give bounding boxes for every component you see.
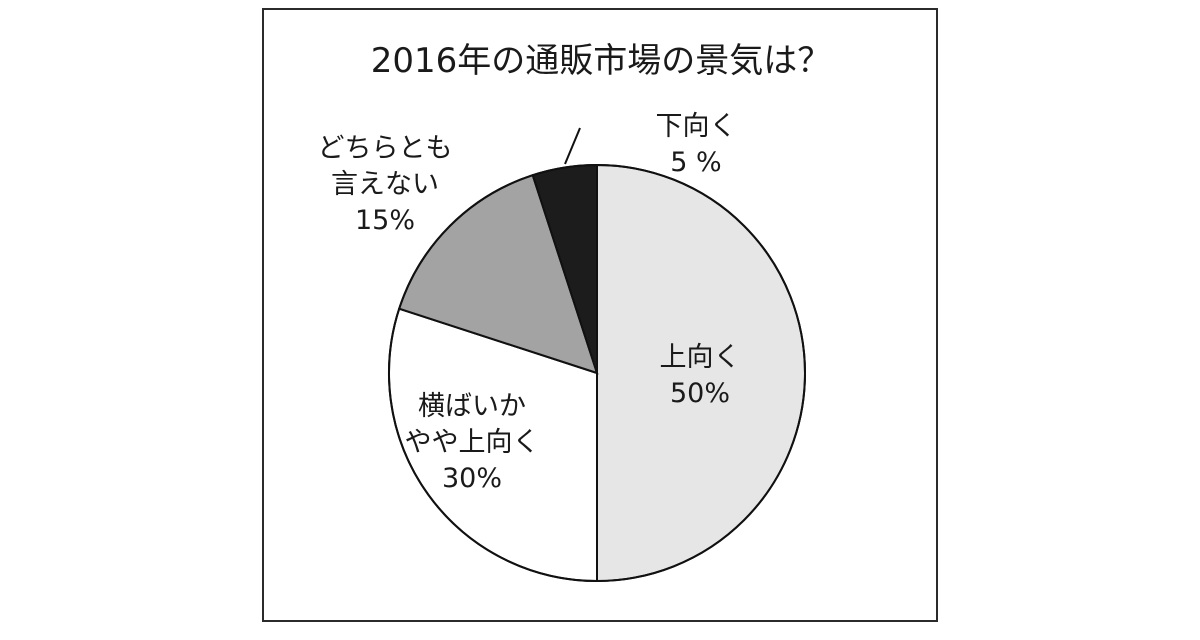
slice-label-line: 50% (670, 378, 730, 409)
pie-slice-0 (596, 163, 806, 583)
pie-chart: 2016年の通販市場の景気は？ 上向く 50% 横ばいかやや上向く 30% どちらとも言… (318, 41, 832, 583)
slice-label-line: どちらとも (318, 133, 453, 164)
slice-label-line: 横ばいか (418, 391, 526, 422)
pie-outline (388, 164, 806, 582)
slice-label-line: 下向く (656, 111, 737, 142)
slice-label-line: 上向く (660, 342, 741, 373)
slice-label-0: 上向く 50% (660, 342, 741, 409)
chart-title: 2016年の通販市場の景気は？ (371, 41, 832, 81)
slice-label-line: 30% (442, 463, 502, 494)
leader-line-down (564, 127, 581, 165)
slice-label-line: 5 % (670, 147, 721, 178)
slice-label-3: 下向く 5 % (656, 111, 737, 178)
slice-label-line: やや上向く (405, 427, 540, 458)
slice-label-line: 言えない (331, 169, 439, 200)
slice-label-2: どちらとも言えない 15% (318, 133, 453, 236)
chart-frame: 2016年の通販市場の景気は？ 上向く 50% 横ばいかやや上向く 30% どちらとも言… (262, 8, 938, 622)
pie-labels: 上向く 50% 横ばいかやや上向く 30% どちらとも言えない 15% 下向く 5 % (318, 111, 741, 494)
slice-label-1: 横ばいかやや上向く 30% (405, 391, 540, 494)
pie-slices (388, 163, 806, 583)
slice-label-line: 15% (355, 205, 415, 236)
